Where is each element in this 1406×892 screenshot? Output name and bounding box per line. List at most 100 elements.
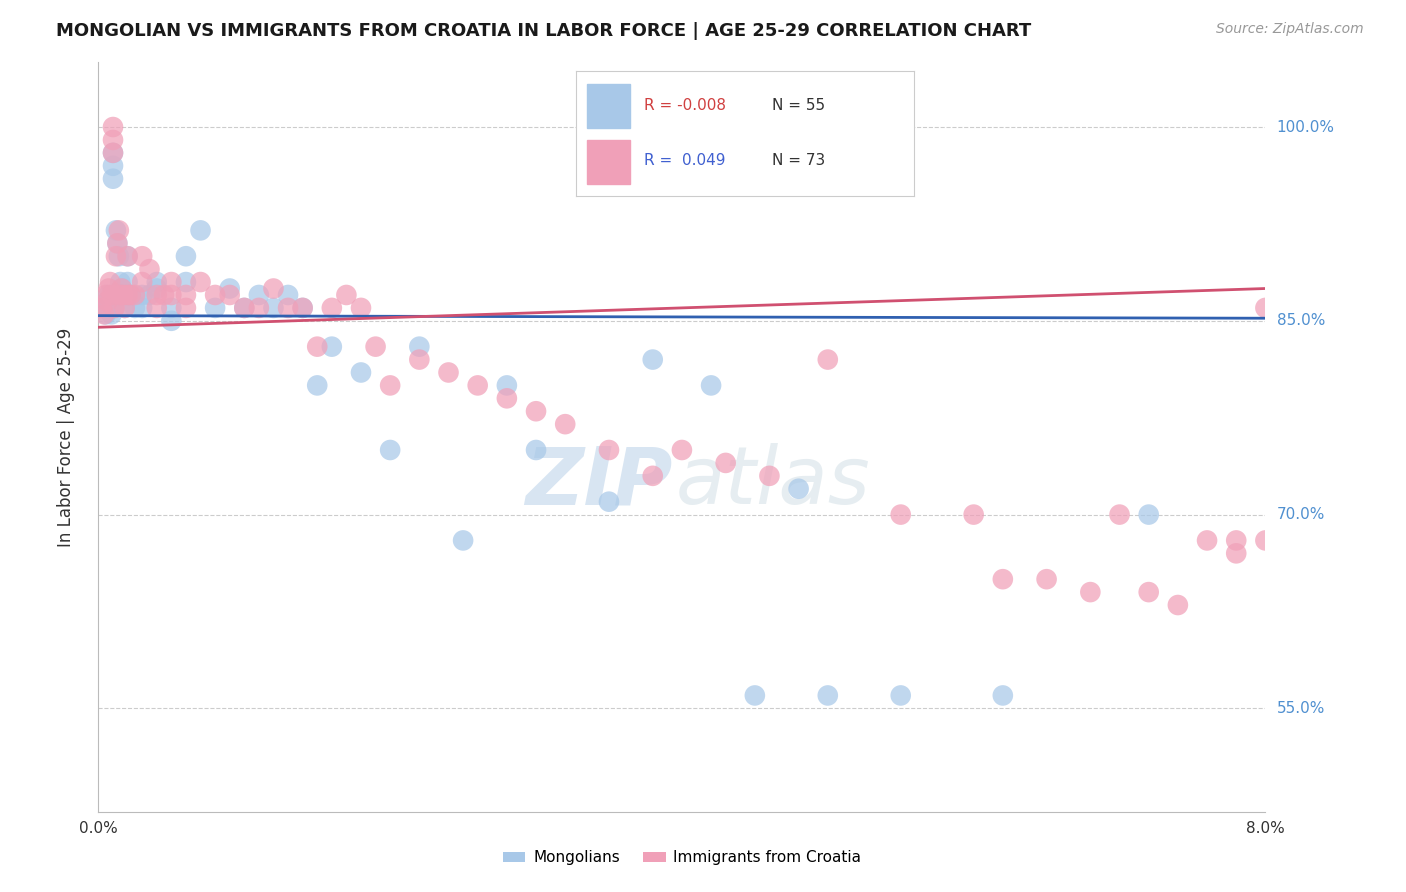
Point: [110, 288, 132, 302]
Point: [890, 508, 912, 522]
Point: [451, 533, 474, 548]
Point: [380, 378, 402, 392]
Point: [671, 442, 693, 457]
Point: [641, 352, 664, 367]
Point: [101, 145, 124, 160]
Point: [94, 307, 117, 321]
Point: [174, 301, 197, 315]
Point: [101, 133, 124, 147]
Point: [1181, 817, 1204, 831]
Point: [120, 288, 142, 302]
Point: [153, 288, 176, 302]
Point: [817, 689, 839, 703]
Point: [204, 288, 226, 302]
Point: [98, 275, 121, 289]
Point: [380, 442, 402, 457]
Point: [160, 314, 183, 328]
Point: [104, 223, 127, 237]
Point: [1284, 442, 1306, 457]
Point: [437, 366, 460, 380]
Point: [247, 288, 270, 302]
Point: [131, 249, 153, 263]
Point: [94, 288, 117, 302]
Point: [991, 689, 1014, 703]
Point: [1035, 572, 1057, 586]
Point: [111, 281, 134, 295]
Point: [160, 301, 183, 315]
Point: [146, 301, 169, 315]
Point: [124, 288, 146, 302]
Point: [131, 275, 153, 289]
Text: R =  0.049: R = 0.049: [644, 153, 725, 169]
Point: [1225, 546, 1247, 560]
Point: [204, 301, 226, 315]
Point: [350, 366, 373, 380]
Text: N = 73: N = 73: [772, 153, 825, 169]
Point: [160, 275, 183, 289]
Point: [112, 288, 135, 302]
Point: [190, 223, 212, 237]
Point: [124, 301, 146, 315]
Point: [105, 236, 128, 251]
Point: [103, 301, 125, 315]
Point: [97, 281, 120, 295]
Point: [277, 288, 299, 302]
Point: [112, 288, 135, 302]
Point: [114, 301, 136, 315]
Point: [598, 494, 620, 508]
Point: [117, 275, 139, 289]
Point: [321, 340, 343, 354]
Point: [364, 340, 387, 354]
Point: [96, 294, 118, 309]
Point: [117, 288, 139, 302]
Point: [138, 288, 160, 302]
Point: [131, 288, 153, 302]
Point: [233, 301, 256, 315]
Point: [190, 275, 212, 289]
Point: [91, 301, 114, 315]
Point: [174, 249, 197, 263]
Point: [467, 378, 489, 392]
Point: [111, 281, 134, 295]
Text: N = 55: N = 55: [772, 98, 825, 113]
Point: [890, 689, 912, 703]
Point: [307, 340, 329, 354]
Point: [714, 456, 737, 470]
Point: [277, 301, 299, 315]
Point: [90, 301, 112, 315]
Point: [1108, 508, 1130, 522]
Point: [138, 262, 160, 277]
Text: ZIP: ZIP: [526, 443, 672, 521]
Point: [554, 417, 576, 432]
Legend: Mongolians, Immigrants from Croatia: Mongolians, Immigrants from Croatia: [496, 845, 868, 871]
Point: [962, 508, 984, 522]
Point: [321, 301, 343, 315]
Point: [991, 572, 1014, 586]
Point: [110, 275, 132, 289]
Text: 70.0%: 70.0%: [1277, 507, 1324, 522]
Point: [114, 301, 136, 315]
Bar: [586, 140, 630, 184]
Point: [787, 482, 810, 496]
Point: [1254, 533, 1277, 548]
Y-axis label: In Labor Force | Age 25-29: In Labor Force | Age 25-29: [56, 327, 75, 547]
Point: [758, 468, 780, 483]
Point: [233, 301, 256, 315]
Point: [103, 301, 125, 315]
Text: MONGOLIAN VS IMMIGRANTS FROM CROATIA IN LABOR FORCE | AGE 25-29 CORRELATION CHAR: MONGOLIAN VS IMMIGRANTS FROM CROATIA IN …: [56, 22, 1032, 40]
Point: [101, 171, 124, 186]
Point: [100, 307, 122, 321]
Point: [218, 281, 240, 295]
Point: [98, 301, 121, 315]
Point: [104, 249, 127, 263]
Point: [1167, 598, 1189, 612]
Point: [131, 301, 153, 315]
Point: [496, 392, 519, 406]
Point: [1080, 585, 1102, 599]
Text: 100.0%: 100.0%: [1277, 120, 1334, 135]
Point: [101, 120, 124, 134]
Point: [174, 275, 197, 289]
Point: [1197, 533, 1219, 548]
Point: [108, 249, 131, 263]
Text: Source: ZipAtlas.com: Source: ZipAtlas.com: [1216, 22, 1364, 37]
